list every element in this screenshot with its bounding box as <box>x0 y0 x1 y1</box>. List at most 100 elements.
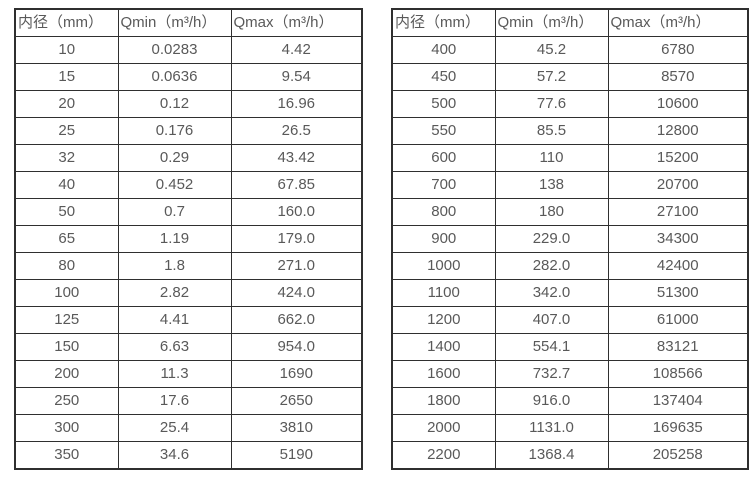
table-cell: 0.176 <box>117 117 232 145</box>
table-cell: 16.96 <box>230 90 363 118</box>
table-row: 1100 342.0 51300 <box>391 279 749 307</box>
table-cell: 4.41 <box>117 306 232 334</box>
table-cell: 0.452 <box>117 171 232 199</box>
table-cell: 400 <box>391 36 496 64</box>
table-cell: 42400 <box>607 252 749 280</box>
table-row: 1600 732.7 108566 <box>391 360 749 388</box>
table-cell: 0.29 <box>117 144 232 172</box>
table-cell: 34.6 <box>117 441 232 470</box>
table-row: 2000 1131.0 169635 <box>391 414 749 442</box>
table-row: 15 0.0636 9.54 <box>14 63 363 91</box>
table-cell: 43.42 <box>230 144 363 172</box>
table-cell: 250 <box>14 387 119 415</box>
table-cell: 34300 <box>607 225 749 253</box>
table-cell: 229.0 <box>494 225 609 253</box>
table-cell: 1600 <box>391 360 496 388</box>
table-cell: 407.0 <box>494 306 609 334</box>
table-row: 550 85.5 12800 <box>391 117 749 145</box>
table-cell: 25 <box>14 117 119 145</box>
table-cell: 110 <box>494 144 609 172</box>
table-cell: 205258 <box>607 441 749 470</box>
table-row: 1000 282.0 42400 <box>391 252 749 280</box>
table-cell: 3810 <box>230 414 363 442</box>
table-cell: 450 <box>391 63 496 91</box>
table-cell: 954.0 <box>230 333 363 361</box>
tables-container: 内径（mm） Qmin（m³/h） Qmax（m³/h） 10 0.0283 4.4… <box>14 8 749 470</box>
table-cell: 1368.4 <box>494 441 609 470</box>
table-cell: 11.3 <box>117 360 232 388</box>
table-cell: 27100 <box>607 198 749 226</box>
table-cell: 65 <box>14 225 119 253</box>
table-row: 200 11.3 1690 <box>14 360 363 388</box>
table-cell: 1200 <box>391 306 496 334</box>
table-cell: 916.0 <box>494 387 609 415</box>
table-cell: 40 <box>14 171 119 199</box>
table-cell: 271.0 <box>230 252 363 280</box>
table-row: 10 0.0283 4.42 <box>14 36 363 64</box>
table-cell: 180 <box>494 198 609 226</box>
table-cell: 50 <box>14 198 119 226</box>
table-cell: 10600 <box>607 90 749 118</box>
table-cell: 108566 <box>607 360 749 388</box>
table-cell: 125 <box>14 306 119 334</box>
col-header-inner-diameter: 内径（mm） <box>391 8 496 37</box>
table-cell: 12800 <box>607 117 749 145</box>
table-cell: 732.7 <box>494 360 609 388</box>
table-row: 250 17.6 2650 <box>14 387 363 415</box>
table-cell: 2650 <box>230 387 363 415</box>
table-cell: 550 <box>391 117 496 145</box>
table-cell: 160.0 <box>230 198 363 226</box>
table-cell: 80 <box>14 252 119 280</box>
table-cell: 2000 <box>391 414 496 442</box>
table-cell: 1131.0 <box>494 414 609 442</box>
table-cell: 0.12 <box>117 90 232 118</box>
table-cell: 85.5 <box>494 117 609 145</box>
table-cell: 20 <box>14 90 119 118</box>
table-cell: 51300 <box>607 279 749 307</box>
table-cell: 17.6 <box>117 387 232 415</box>
table-cell: 1000 <box>391 252 496 280</box>
col-header-qmin: Qmin（m³/h） <box>117 8 232 37</box>
table-cell: 137404 <box>607 387 749 415</box>
table-cell: 350 <box>14 441 119 470</box>
table-row: 2200 1368.4 205258 <box>391 441 749 470</box>
col-header-inner-diameter: 内径（mm） <box>14 8 119 37</box>
header-row: 内径（mm） Qmin（m³/h） Qmax（m³/h） <box>391 8 749 37</box>
col-header-qmax: Qmax（m³/h） <box>607 8 749 37</box>
table-row: 1400 554.1 83121 <box>391 333 749 361</box>
table-cell: 83121 <box>607 333 749 361</box>
table-row: 450 57.2 8570 <box>391 63 749 91</box>
table-cell: 342.0 <box>494 279 609 307</box>
table-row: 80 1.8 271.0 <box>14 252 363 280</box>
table-cell: 20700 <box>607 171 749 199</box>
table-cell: 15 <box>14 63 119 91</box>
table-cell: 26.5 <box>230 117 363 145</box>
table-cell: 67.85 <box>230 171 363 199</box>
table-cell: 32 <box>14 144 119 172</box>
table-row: 65 1.19 179.0 <box>14 225 363 253</box>
col-header-qmax: Qmax（m³/h） <box>230 8 363 37</box>
table-row: 350 34.6 5190 <box>14 441 363 470</box>
table-cell: 2.82 <box>117 279 232 307</box>
table-row: 40 0.452 67.85 <box>14 171 363 199</box>
table-row: 300 25.4 3810 <box>14 414 363 442</box>
table-cell: 10 <box>14 36 119 64</box>
table-cell: 15200 <box>607 144 749 172</box>
table-cell: 4.42 <box>230 36 363 64</box>
table-cell: 1100 <box>391 279 496 307</box>
table-row: 25 0.176 26.5 <box>14 117 363 145</box>
header-row: 内径（mm） Qmin（m³/h） Qmax（m³/h） <box>14 8 363 37</box>
table-cell: 57.2 <box>494 63 609 91</box>
table-row: 500 77.6 10600 <box>391 90 749 118</box>
table-cell: 179.0 <box>230 225 363 253</box>
table-row: 100 2.82 424.0 <box>14 279 363 307</box>
table-row: 600 110 15200 <box>391 144 749 172</box>
table-row: 800 180 27100 <box>391 198 749 226</box>
table-cell: 25.4 <box>117 414 232 442</box>
table-row: 50 0.7 160.0 <box>14 198 363 226</box>
table-cell: 300 <box>14 414 119 442</box>
table-cell: 800 <box>391 198 496 226</box>
table-cell: 169635 <box>607 414 749 442</box>
table-row: 1800 916.0 137404 <box>391 387 749 415</box>
table-cell: 138 <box>494 171 609 199</box>
